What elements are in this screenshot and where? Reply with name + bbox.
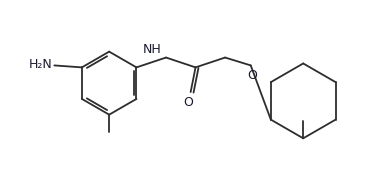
Text: NH: NH — [143, 43, 161, 56]
Text: O: O — [247, 69, 257, 82]
Text: O: O — [184, 96, 193, 109]
Text: H₂N: H₂N — [29, 58, 52, 71]
